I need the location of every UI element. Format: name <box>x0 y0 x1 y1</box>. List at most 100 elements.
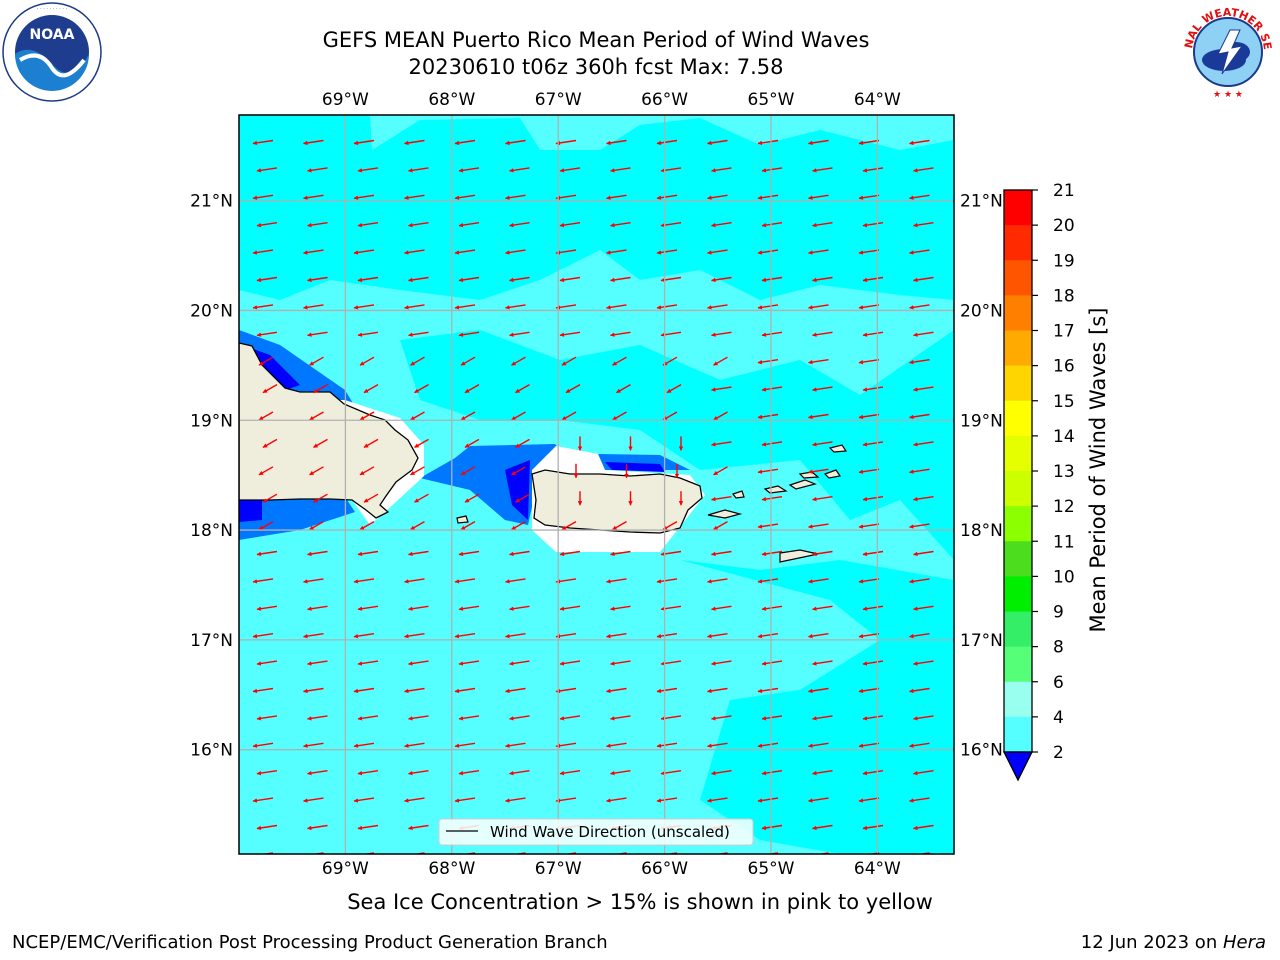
wind-wave-arrow-132 <box>565 383 581 394</box>
wind-wave-arrow-58 <box>353 249 375 255</box>
colorbar-band-12 <box>1004 611 1032 648</box>
wind-wave-arrow-154 <box>262 438 278 449</box>
wind-wave-arrow-19 <box>509 167 530 173</box>
colorbar-band-11 <box>1004 576 1032 612</box>
wind-wave-arrow-63 <box>606 249 627 255</box>
wind-wave-arrow-67 <box>808 249 829 255</box>
wind-wave-arrow-192 <box>761 496 783 502</box>
lat-label-right-1: 20°N <box>960 301 1003 321</box>
colorbar-tick-label-11: 10 <box>1053 567 1075 587</box>
wind-wave-arrow-42 <box>256 222 278 228</box>
wind-wave-arrow-275 <box>711 660 732 666</box>
wind-wave-arrow-45 <box>408 222 429 228</box>
wind-wave-arrow-291 <box>808 687 829 694</box>
legend-label: Wind Wave Direction (unscaled) <box>490 823 730 841</box>
contour-2s-pr-north <box>605 462 665 472</box>
wind-wave-arrow-122 <box>757 359 779 365</box>
map-frame <box>238 114 955 855</box>
wind-wave-arrow-243 <box>509 605 530 611</box>
wind-wave-arrow-197 <box>309 520 324 531</box>
wind-wave-arrow-28 <box>252 194 274 200</box>
wind-wave-arrow-32 <box>454 194 476 200</box>
colorbar-tick-label-10: 11 <box>1053 532 1075 552</box>
wind-wave-arrow-107 <box>711 331 732 337</box>
wind-wave-arrow-69 <box>909 249 930 255</box>
wind-wave-arrow-35 <box>606 194 627 200</box>
wind-wave-arrow-342 <box>555 797 577 803</box>
wind-wave-arrow-341 <box>505 797 526 803</box>
colorbar-tick-label-0: 21 <box>1053 181 1075 201</box>
wind-wave-arrow-5 <box>505 139 526 146</box>
wind-wave-arrow-126 <box>262 383 278 394</box>
colorbar-tick-label-15: 4 <box>1053 708 1064 728</box>
wind-wave-arrow-297 <box>408 715 429 721</box>
colorbar-band-7 <box>1004 435 1032 472</box>
lat-label-right-4: 17°N <box>960 631 1003 651</box>
wind-wave-arrow-159 <box>515 438 530 449</box>
colorbar-band-6 <box>1004 400 1032 437</box>
wind-wave-arrow-141 <box>309 411 324 421</box>
wind-wave-arrow-258 <box>555 633 577 639</box>
chart-title: GEFS MEAN Puerto Rico Mean Period of Win… <box>322 28 870 52</box>
wind-wave-arrow-303 <box>711 715 732 721</box>
wind-wave-arrow-97 <box>909 304 930 310</box>
wind-wave-arrow-285 <box>505 687 526 694</box>
wind-wave-arrow-254 <box>353 633 375 639</box>
wind-wave-arrow-152 <box>858 413 880 420</box>
wind-wave-arrow-238 <box>256 605 278 611</box>
wind-wave-arrow-227 <box>404 578 425 584</box>
wind-wave-arrow-98 <box>256 331 278 337</box>
wind-wave-arrow-125 <box>909 359 930 365</box>
wind-wave-arrow-265 <box>909 633 930 639</box>
wind-wave-arrow-180 <box>858 468 880 474</box>
wind-wave-arrow-100 <box>357 331 379 337</box>
wind-wave-arrow-118 <box>561 356 577 366</box>
wind-wave-arrow-348 <box>858 797 880 803</box>
wind-wave-arrow-305 <box>812 715 833 721</box>
wind-wave-arrow-24 <box>761 167 783 173</box>
wind-wave-arrow-178 <box>757 468 779 474</box>
wind-wave-arrow-10 <box>757 139 779 146</box>
wind-wave-arrow-16 <box>357 167 379 173</box>
wind-wave-arrow-216 <box>559 550 581 557</box>
wind-wave-arrow-9 <box>707 139 728 146</box>
wind-wave-arrow-329 <box>610 770 631 776</box>
wind-wave-arrow-199 <box>410 520 425 531</box>
wind-wave-arrow-13 <box>909 139 930 146</box>
wind-wave-arrow-104 <box>559 331 581 337</box>
wind-wave-arrow-233 <box>707 578 728 584</box>
wind-wave-arrow-228 <box>454 578 476 584</box>
colorbar-band-4 <box>1004 330 1032 367</box>
wind-wave-arrow-294 <box>256 715 278 721</box>
wind-wave-arrow-4 <box>454 139 476 146</box>
wind-wave-arrow-361 <box>812 824 833 831</box>
wind-wave-arrow-317 <box>707 742 728 748</box>
wind-wave-arrow-1 <box>303 139 324 146</box>
wind-wave-arrow-59 <box>404 249 425 255</box>
wind-wave-arrow-172 <box>460 466 476 476</box>
wind-wave-arrow-61 <box>505 249 526 255</box>
wind-wave-arrow-164 <box>761 441 783 447</box>
wind-wave-arrow-7 <box>606 139 627 146</box>
wind-wave-arrow-268 <box>357 660 379 666</box>
lon-label-top-2: 67°W <box>535 90 582 110</box>
lon-label-top-0: 69°W <box>322 90 369 110</box>
wind-wave-arrow-146 <box>561 411 577 421</box>
wind-wave-arrow-324 <box>357 770 379 776</box>
wind-wave-arrow-205 <box>713 520 728 531</box>
colorbar-band-8 <box>1004 471 1032 507</box>
wind-wave-arrow-314 <box>555 742 577 748</box>
wind-wave-arrow-46 <box>458 222 480 228</box>
wind-wave-arrow-187 <box>515 493 530 503</box>
wind-wave-arrow-68 <box>858 249 880 255</box>
wind-wave-arrow-252 <box>252 633 274 639</box>
colorbar-tick-label-5: 16 <box>1053 357 1075 377</box>
wind-wave-arrow-27 <box>913 167 934 173</box>
contour-6s-south <box>680 560 954 854</box>
wind-wave-arrow-144 <box>460 411 476 421</box>
wind-wave-arrow-202 <box>561 520 577 531</box>
wind-wave-arrow-340 <box>454 797 476 803</box>
wind-wave-arrow-96 <box>858 304 880 310</box>
wind-wave-arrow-208 <box>858 523 880 529</box>
map-gridlines <box>239 115 954 854</box>
